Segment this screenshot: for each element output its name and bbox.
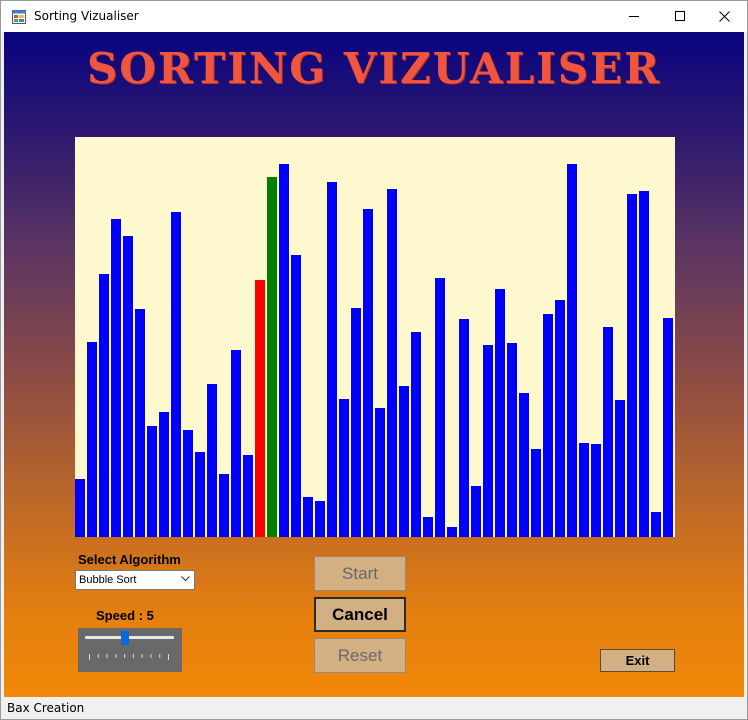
bar-36 <box>507 343 517 537</box>
bar-38 <box>531 449 541 537</box>
bar-32 <box>459 319 469 537</box>
bar-37 <box>519 393 529 537</box>
speed-label: Speed : 5 <box>96 608 154 623</box>
status-text: Bax Creation <box>7 701 85 715</box>
bar-30 <box>435 278 445 537</box>
title-bar[interactable]: Sorting Vizualiser <box>1 1 747 32</box>
bar-20 <box>315 501 325 537</box>
bar-4 <box>123 236 133 537</box>
reset-button[interactable]: Reset <box>314 638 406 673</box>
bar-16 <box>267 177 277 537</box>
bar-23 <box>351 308 361 537</box>
bar-2 <box>99 274 109 537</box>
bar-13 <box>231 350 241 537</box>
bar-46 <box>627 194 637 537</box>
minimize-button[interactable] <box>611 1 657 32</box>
bar-47 <box>639 191 649 537</box>
bar-24 <box>363 209 373 537</box>
close-icon <box>718 11 730 22</box>
bar-40 <box>555 300 565 537</box>
speed-slider[interactable] <box>78 628 182 672</box>
window-title: Sorting Vizualiser <box>34 9 139 23</box>
bar-33 <box>471 486 481 537</box>
bar-6 <box>147 426 157 537</box>
bar-22 <box>339 399 349 537</box>
slider-ticks <box>89 654 169 660</box>
visualisation-panel <box>75 137 675 537</box>
maximize-icon <box>674 11 685 21</box>
client-area: SORTING VIZUALISER Select Algorithm Bubb… <box>4 32 744 697</box>
start-button[interactable]: Start <box>314 556 406 591</box>
bars-chart <box>75 164 673 537</box>
bar-43 <box>591 444 601 537</box>
bar-0 <box>75 479 85 537</box>
bar-19 <box>303 497 313 537</box>
algorithm-selected-value: Bubble Sort <box>79 574 137 586</box>
bar-28 <box>411 332 421 537</box>
bar-41 <box>567 164 577 537</box>
bar-26 <box>387 189 397 537</box>
bar-49 <box>663 318 673 537</box>
bar-21 <box>327 182 337 537</box>
bar-44 <box>603 327 613 537</box>
app-heading: SORTING VIZUALISER <box>86 44 662 93</box>
bar-3 <box>111 219 121 537</box>
bar-9 <box>183 430 193 537</box>
bar-12 <box>219 474 229 537</box>
bar-5 <box>135 309 145 537</box>
bar-45 <box>615 400 625 537</box>
bar-17 <box>279 164 289 537</box>
slider-thumb[interactable] <box>121 631 129 645</box>
bar-25 <box>375 408 385 537</box>
maximize-button[interactable] <box>657 1 703 32</box>
bar-34 <box>483 345 493 537</box>
bar-14 <box>243 455 253 537</box>
bar-39 <box>543 314 553 537</box>
bar-48 <box>651 512 661 537</box>
algorithm-label: Select Algorithm <box>78 552 181 567</box>
bar-1 <box>87 342 97 537</box>
bar-7 <box>159 412 169 537</box>
bar-11 <box>207 384 217 537</box>
bar-35 <box>495 289 505 537</box>
bar-10 <box>195 452 205 537</box>
exit-button[interactable]: Exit <box>600 649 675 672</box>
status-bar: Bax Creation <box>1 697 747 719</box>
bar-31 <box>447 527 457 537</box>
bar-29 <box>423 517 433 537</box>
cancel-button[interactable]: Cancel <box>314 597 406 632</box>
close-button[interactable] <box>701 1 747 32</box>
algorithm-select[interactable]: Bubble Sort <box>75 570 195 590</box>
bar-18 <box>291 255 301 537</box>
slider-track[interactable] <box>85 636 174 639</box>
winforms-app-icon <box>12 10 26 24</box>
bar-8 <box>171 212 181 537</box>
chevron-down-icon[interactable] <box>181 576 190 582</box>
minimize-icon <box>628 16 639 17</box>
bar-27 <box>399 386 409 537</box>
bar-15 <box>255 280 265 537</box>
bar-42 <box>579 443 589 537</box>
